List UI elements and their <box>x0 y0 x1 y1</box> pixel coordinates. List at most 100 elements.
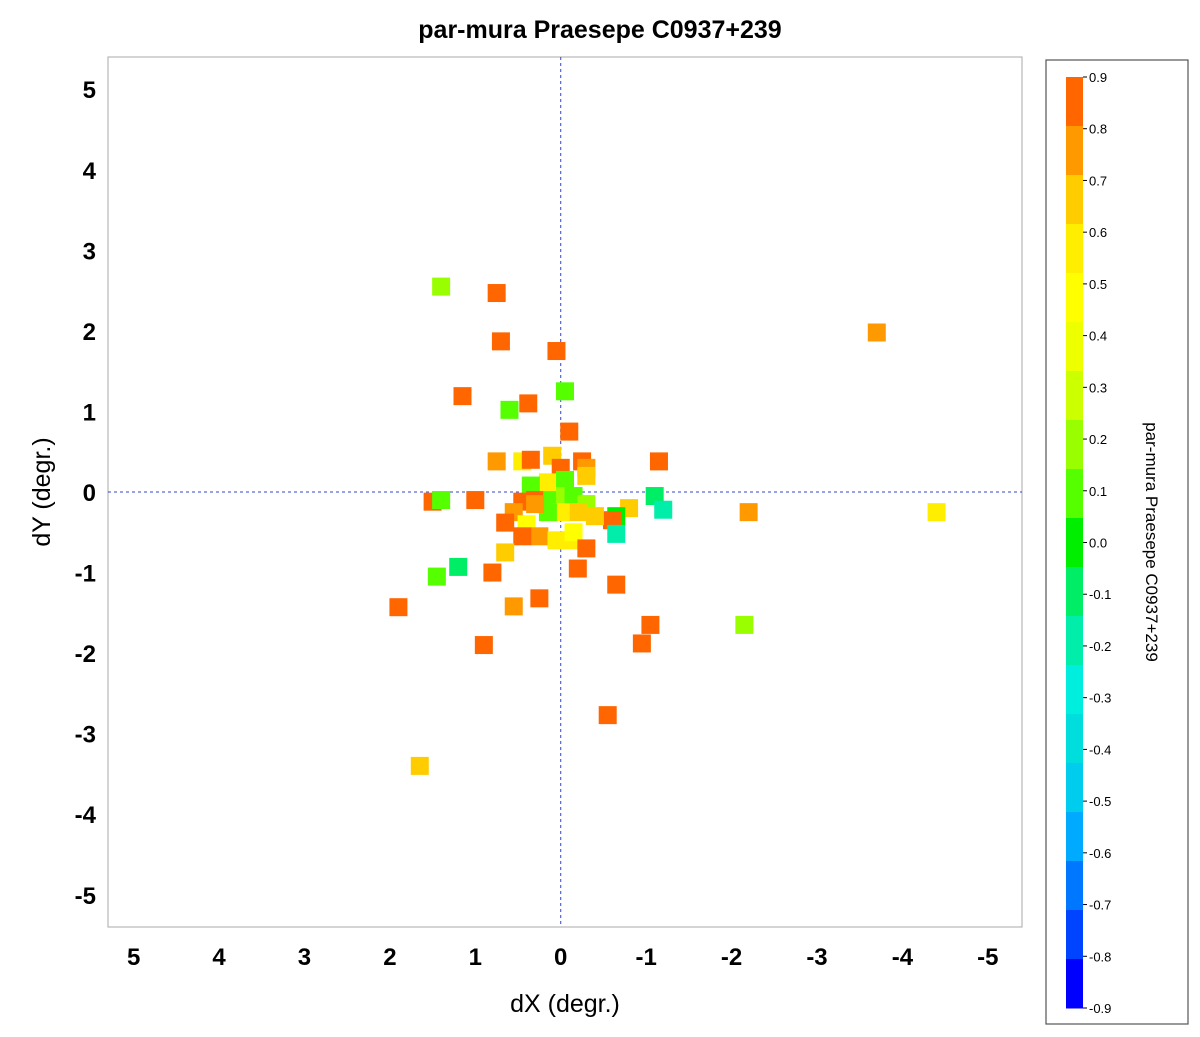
data-point <box>504 597 523 616</box>
data-point <box>521 450 540 469</box>
data-point <box>487 452 506 471</box>
x-tick-label: 4 <box>212 944 226 971</box>
y-tick-label: 4 <box>83 158 97 185</box>
data-point <box>607 575 626 594</box>
colorbar-segment <box>1066 910 1083 960</box>
colorbar-segment <box>1066 126 1083 176</box>
data-point <box>432 491 451 510</box>
data-point <box>556 382 574 401</box>
colorbar-tick-label: 0.0 <box>1089 536 1107 551</box>
colorbar-segment <box>1066 567 1083 617</box>
data-point <box>449 557 468 576</box>
colorbar-tick-label: 0.5 <box>1089 277 1107 292</box>
data-point <box>530 589 549 608</box>
data-point <box>526 495 545 514</box>
x-tick-label: 0 <box>554 944 567 971</box>
colorbar-tick-label: -0.6 <box>1089 846 1111 861</box>
data-point <box>632 634 651 653</box>
colorbar-tick-label: -0.8 <box>1089 949 1111 964</box>
data-point <box>585 507 604 526</box>
colorbar-segment <box>1066 175 1083 225</box>
colorbar-tick-label: 0.9 <box>1089 70 1107 85</box>
y-tick-label: 1 <box>83 399 96 426</box>
data-point <box>547 342 566 361</box>
colorbar-segment <box>1066 665 1083 715</box>
colorbar-segment <box>1066 616 1083 666</box>
colorbar-segment <box>1066 322 1083 372</box>
data-point <box>577 539 596 558</box>
colorbar-segment <box>1066 763 1083 813</box>
colorbar-tick-label: 0.4 <box>1089 329 1107 344</box>
colorbar <box>1066 77 1083 1009</box>
data-point <box>654 500 673 519</box>
data-point <box>474 636 493 655</box>
data-point <box>568 559 587 578</box>
data-point <box>556 470 574 489</box>
x-tick-label: -1 <box>635 944 656 971</box>
colorbar-tick-label: 0.1 <box>1089 484 1107 499</box>
y-tick-label: -2 <box>75 641 96 668</box>
colorbar-segment <box>1066 861 1083 911</box>
x-tick-label: -3 <box>806 944 827 971</box>
x-tick-label: 3 <box>298 944 311 971</box>
colorbar-segment <box>1066 812 1083 862</box>
data-point <box>867 323 886 342</box>
x-tick-label: 2 <box>383 944 396 971</box>
data-point <box>491 332 510 351</box>
x-tick-label: -2 <box>721 944 742 971</box>
colorbar-segment <box>1066 273 1083 323</box>
colorbar-tick-label: -0.7 <box>1089 898 1111 913</box>
x-tick-label: -4 <box>892 944 914 971</box>
data-point <box>466 491 485 510</box>
colorbar-tick-label: -0.2 <box>1089 639 1111 654</box>
y-tick-label: 3 <box>83 238 96 265</box>
colorbar-segment <box>1066 469 1083 519</box>
data-point <box>519 394 538 413</box>
colorbar-segment <box>1066 959 1083 1009</box>
x-tick-label: -5 <box>977 944 998 971</box>
data-point <box>927 503 946 522</box>
data-points <box>389 277 946 775</box>
data-point <box>487 284 506 303</box>
data-point <box>645 487 664 506</box>
data-point <box>500 400 519 419</box>
data-point <box>641 615 660 634</box>
y-tick-label: -5 <box>75 883 96 910</box>
data-point <box>483 563 502 582</box>
colorbar-tick-label: -0.4 <box>1089 742 1111 757</box>
data-point <box>513 527 532 546</box>
colorbar-tick-label: 0.7 <box>1089 173 1107 188</box>
x-tick-labels: 5 4 3 2 1 0 -1 -2 -3 -4 -5 <box>127 944 999 971</box>
data-point <box>560 422 579 441</box>
colorbar-tick-label: -0.1 <box>1089 587 1111 602</box>
data-point <box>410 756 429 775</box>
y-tick-label: -4 <box>75 802 97 829</box>
colorbar-tick-label: 0.2 <box>1089 432 1107 447</box>
data-point <box>521 476 540 495</box>
colorbar-segment <box>1066 371 1083 421</box>
data-point <box>577 466 596 485</box>
data-point <box>389 598 408 617</box>
data-point <box>538 473 557 492</box>
data-point <box>568 503 587 522</box>
colorbar-tick-labels: 0.9 0.8 0.7 0.6 0.5 0.4 0.3 0.2 0.1 0.0 -0.1 -0.2 -0… <box>1083 70 1111 1016</box>
colorbar-tick-label: -0.9 <box>1089 1001 1111 1016</box>
data-point <box>602 511 621 530</box>
data-point <box>530 527 549 546</box>
data-point <box>427 567 446 586</box>
data-point <box>432 277 451 296</box>
data-point <box>453 387 472 406</box>
x-tick-label: 1 <box>469 944 482 971</box>
y-tick-label: 5 <box>83 77 96 104</box>
data-point <box>607 524 626 543</box>
y-tick-label: 2 <box>83 319 96 346</box>
x-tick-label: 5 <box>127 944 140 971</box>
colorbar-segment <box>1066 77 1083 127</box>
colorbar-tick-label: 0.3 <box>1089 380 1107 395</box>
colorbar-tick-label: -0.3 <box>1089 691 1111 706</box>
y-tick-label: -1 <box>75 561 96 588</box>
colorbar-label: par-mura Praesepe C0937+239 <box>1142 422 1161 662</box>
data-point <box>598 706 617 725</box>
x-axis-label: dX (degr.) <box>510 990 620 1018</box>
